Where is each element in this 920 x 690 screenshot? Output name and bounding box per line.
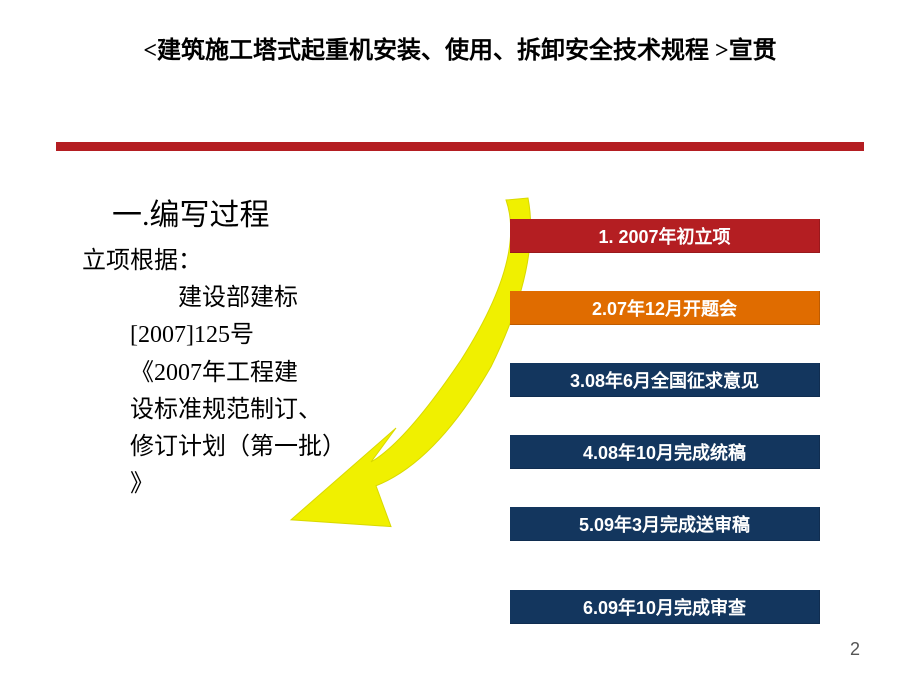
timeline-step-label: 6.09年10月完成审查 (583, 594, 746, 620)
timeline-step-6: 6.09年10月完成审查 (510, 590, 820, 624)
slide-header: <建筑施工塔式起重机安装、使用、拆卸安全技术规程 >宣贯 (0, 30, 920, 65)
header-close-bracket: > (715, 38, 729, 64)
timeline-step-label: 5.09年3月完成送审稿 (579, 511, 750, 537)
slide: <建筑施工塔式起重机安装、使用、拆卸安全技术规程 >宣贯 一.编写过程 立项根据… (0, 0, 920, 690)
timeline-step-label: 4.08年10月完成统稿 (583, 439, 746, 465)
timeline-step-4: 4.08年10月完成统稿 (510, 435, 820, 469)
divider-red-bar (56, 142, 864, 151)
page-number: 2 (850, 639, 860, 660)
timeline-step-label: 3.08年6月全国征求意见 (570, 367, 759, 393)
header-title-text: 建筑施工塔式起重机安装、使用、拆卸安全技术规程 (157, 38, 715, 64)
timeline-step-label: 2.07年12月开题会 (592, 295, 737, 321)
timeline-step-1: 1. 2007年初立项 (510, 219, 820, 253)
section-title: 一.编写过程 (112, 190, 270, 234)
arrow-icon (286, 190, 536, 530)
header-open-bracket: < (143, 38, 157, 64)
timeline-step-5: 5.09年3月完成送审稿 (510, 507, 820, 541)
timeline-step-3: 3.08年6月全国征求意见 (510, 363, 820, 397)
curved-arrow (286, 190, 536, 530)
timeline-step-label: 1. 2007年初立项 (598, 223, 730, 249)
timeline-step-2: 2.07年12月开题会 (510, 291, 820, 325)
header-suffix: 宣贯 (729, 38, 777, 64)
